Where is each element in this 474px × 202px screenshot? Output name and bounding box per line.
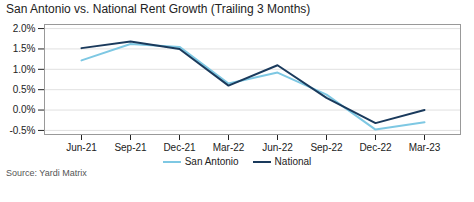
svg-text:Sep-21: Sep-21 xyxy=(114,142,147,153)
svg-text:2.0%: 2.0% xyxy=(13,23,36,34)
svg-text:0.5%: 0.5% xyxy=(13,84,36,95)
svg-text:1.5%: 1.5% xyxy=(13,43,36,54)
svg-text:Mar-23: Mar-23 xyxy=(409,142,441,153)
svg-text:-0.5%: -0.5% xyxy=(9,125,35,136)
html-text:San Antonio vs. National Rent: San Antonio vs. National Rent Growth (Tr… xyxy=(6,2,311,16)
svg-text:0.0%: 0.0% xyxy=(13,104,36,115)
html-text:San Antonio: San Antonio xyxy=(184,156,239,167)
svg-text:1.0%: 1.0% xyxy=(13,64,36,75)
html-text:Source: Yardi Matrix: Source: Yardi Matrix xyxy=(6,168,87,178)
svg-text:Jun-21: Jun-21 xyxy=(66,142,97,153)
svg-text:Mar-22: Mar-22 xyxy=(213,142,245,153)
svg-text:Sep-22: Sep-22 xyxy=(310,142,343,153)
svg-text:Jun-22: Jun-22 xyxy=(262,142,293,153)
html-text:National: National xyxy=(274,156,312,167)
svg-text:Dec-21: Dec-21 xyxy=(163,142,196,153)
svg-text:Dec-22: Dec-22 xyxy=(359,142,392,153)
